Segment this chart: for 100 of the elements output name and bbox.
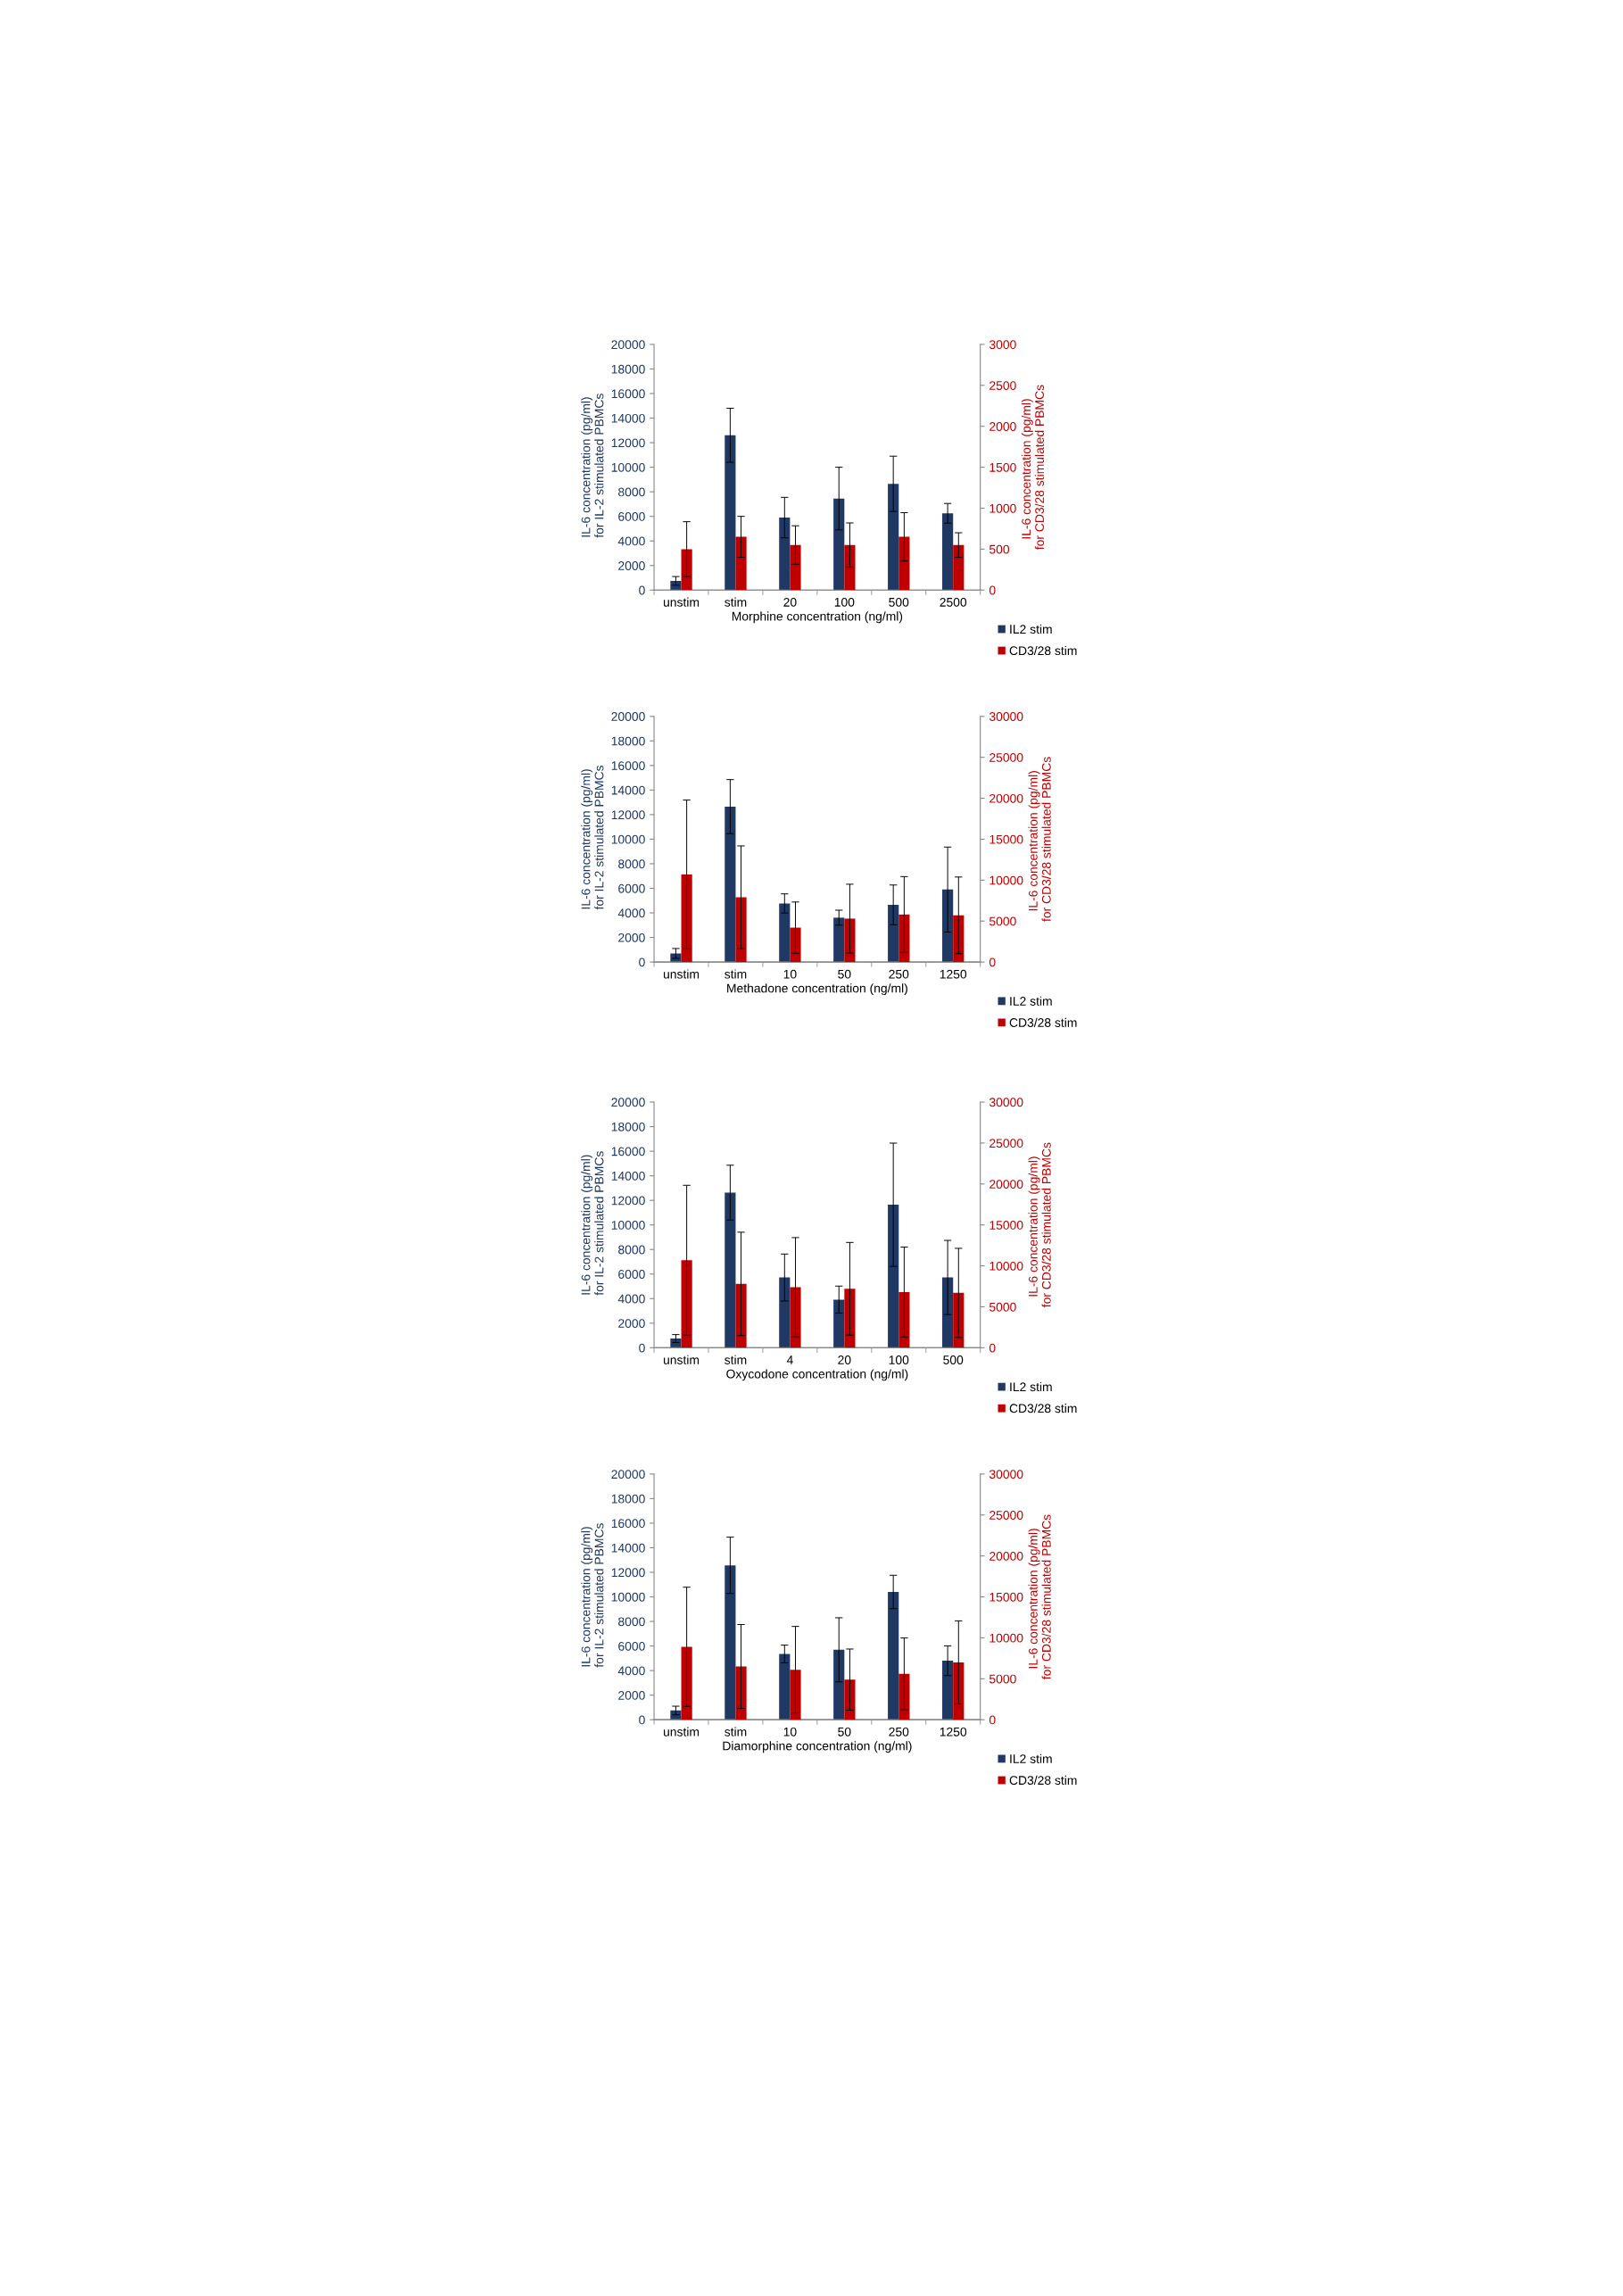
- y-tick-label: 18000: [611, 1122, 645, 1131]
- y2-tick-label: 20000: [990, 1551, 1023, 1561]
- y-tick-label: 2000: [618, 561, 645, 570]
- x-tick-label: 500: [889, 597, 909, 607]
- x-tick-label: 1250: [940, 1727, 967, 1737]
- y-tick-label: 10000: [611, 1592, 645, 1602]
- y2-tick-label: 0: [989, 957, 996, 967]
- y-tick-label: 8000: [618, 1617, 645, 1627]
- y-tick-label: 4000: [617, 1666, 645, 1676]
- y-tick-label: 12000: [611, 810, 645, 820]
- bar: [681, 1260, 692, 1348]
- y-tick-label: 10000: [611, 1221, 645, 1230]
- y2-tick-label: 25000: [990, 1139, 1023, 1148]
- legend-label: CD3/28 stim: [1009, 1775, 1077, 1786]
- y-axis-title: IL-6 concentration (pg/ml) for IL-2 stimulated PBMCs: [581, 765, 604, 910]
- x-tick-label: 1250: [940, 969, 967, 979]
- legend-label: CD3/28 stim: [1009, 1404, 1077, 1413]
- y2-tick-label: 15000: [990, 1592, 1023, 1602]
- y-tick-label: 8000: [618, 859, 645, 869]
- y-tick-label: 6000: [618, 512, 645, 521]
- y-tick-label: 16000: [611, 389, 645, 399]
- x-tick-label: 100: [834, 597, 855, 607]
- y-tick-label: 2000: [618, 932, 645, 942]
- y2-tick-label: 0: [989, 585, 996, 595]
- y-tick-label: 2000: [618, 1319, 645, 1328]
- bar: [670, 580, 682, 591]
- x-axis-title: Morphine concentration (ng/ml): [732, 611, 903, 624]
- y2-tick-label: 25000: [990, 1511, 1023, 1520]
- y2-tick-label: 10000: [990, 1633, 1023, 1643]
- y-tick-label: 16000: [611, 1519, 645, 1529]
- y-tick-label: 8000: [618, 487, 645, 497]
- x-axis-title: Oxycodone concentration (ng/ml): [726, 1369, 908, 1381]
- y2-tick-label: 15000: [990, 834, 1023, 844]
- x-tick-label: 50: [838, 1727, 851, 1737]
- x-axis-title: Diamorphine concentration (ng/ml): [723, 1741, 912, 1753]
- y2-tick-label: 1000: [990, 503, 1016, 513]
- y2-tick-label: 5000: [989, 1674, 1016, 1684]
- legend-label: IL2 stim: [1010, 1381, 1052, 1392]
- x-tick-label: unstim: [663, 597, 700, 607]
- y-tick-label: 0: [639, 585, 645, 595]
- x-tick-label: 10: [783, 1727, 797, 1737]
- y2-tick-label: 5000: [989, 1302, 1016, 1312]
- x-tick-label: 250: [889, 1727, 909, 1737]
- y-tick-label: 4000: [617, 908, 645, 918]
- y-tick-label: 14000: [611, 1171, 645, 1181]
- y-tick-label: 16000: [611, 761, 645, 771]
- y-tick-label: 16000: [611, 1147, 645, 1156]
- y-tick-label: 4000: [617, 1294, 645, 1304]
- y-tick-label: 2000: [618, 1690, 645, 1700]
- y2-tick-label: 30000: [989, 1470, 1023, 1480]
- y-tick-label: 10000: [611, 462, 645, 472]
- y-tick-label: 0: [639, 1343, 645, 1353]
- y-axis-title: IL-6 concentration (pg/ml) for IL-2 stimulated PBMCs: [581, 1151, 604, 1296]
- x-tick-label: 20: [783, 597, 797, 607]
- y-tick-label: 12000: [611, 438, 645, 448]
- y-tick-label: 20000: [611, 1098, 645, 1107]
- bar: [725, 435, 736, 591]
- bar: [725, 1192, 736, 1348]
- y2-tick-label: 0: [989, 1343, 996, 1353]
- y2-tick-label: 30000: [989, 712, 1023, 721]
- legend-label: CD3/28 stim: [1009, 1017, 1077, 1027]
- x-tick-label: 4: [786, 1355, 793, 1364]
- y2-axis-title: IL-6 concentration (pg/ml) for CD3/28 stimulated PBMCs: [1021, 385, 1045, 551]
- y-tick-label: 20000: [611, 712, 645, 721]
- bar: [725, 1565, 736, 1720]
- y-tick-label: 10000: [611, 834, 645, 844]
- y-tick-label: 0: [639, 957, 645, 967]
- y-tick-label: 6000: [618, 1641, 645, 1651]
- y-tick-label: 18000: [611, 1494, 645, 1504]
- bar: [681, 1646, 692, 1720]
- y2-tick-label: 20000: [990, 1180, 1023, 1189]
- y-tick-label: 12000: [611, 1196, 645, 1206]
- y-tick-label: 6000: [618, 883, 645, 893]
- y2-tick-label: 2000: [990, 422, 1016, 431]
- x-tick-label: stim: [725, 1355, 747, 1364]
- y2-tick-label: 0: [989, 1715, 996, 1725]
- x-tick-label: unstim: [663, 969, 700, 979]
- legend-label: CD3/28 stim: [1009, 645, 1077, 656]
- y-tick-label: 14000: [611, 413, 645, 423]
- y2-tick-label: 25000: [990, 753, 1023, 762]
- y-axis-title: IL-6 concentration (pg/ml) for IL-2 stimulated PBMCs: [581, 1523, 604, 1668]
- y-tick-label: 18000: [611, 736, 645, 746]
- legend-label: IL2 stim: [1010, 624, 1052, 634]
- x-tick-label: 10: [783, 969, 797, 979]
- y2-axis-title: IL-6 concentration (pg/ml) for CD3/28 stimulated PBMCs: [1028, 1142, 1051, 1308]
- y2-tick-label: 10000: [990, 1261, 1023, 1271]
- y-tick-label: 14000: [611, 785, 645, 795]
- legend-label: IL2 stim: [1010, 1753, 1052, 1763]
- legend-label: IL2 stim: [1010, 996, 1052, 1006]
- y-tick-label: 20000: [611, 1470, 645, 1480]
- bar: [670, 1339, 682, 1348]
- x-tick-label: 500: [943, 1355, 964, 1364]
- y2-axis-title: IL-6 concentration (pg/ml) for CD3/28 stimulated PBMCs: [1028, 757, 1051, 922]
- x-tick-label: stim: [725, 597, 747, 607]
- y2-tick-label: 1500: [990, 462, 1016, 472]
- y2-tick-label: 500: [989, 544, 1010, 554]
- bar: [725, 806, 736, 963]
- y-tick-label: 14000: [611, 1543, 645, 1553]
- x-tick-label: 20: [838, 1355, 851, 1364]
- y-tick-label: 6000: [618, 1270, 645, 1279]
